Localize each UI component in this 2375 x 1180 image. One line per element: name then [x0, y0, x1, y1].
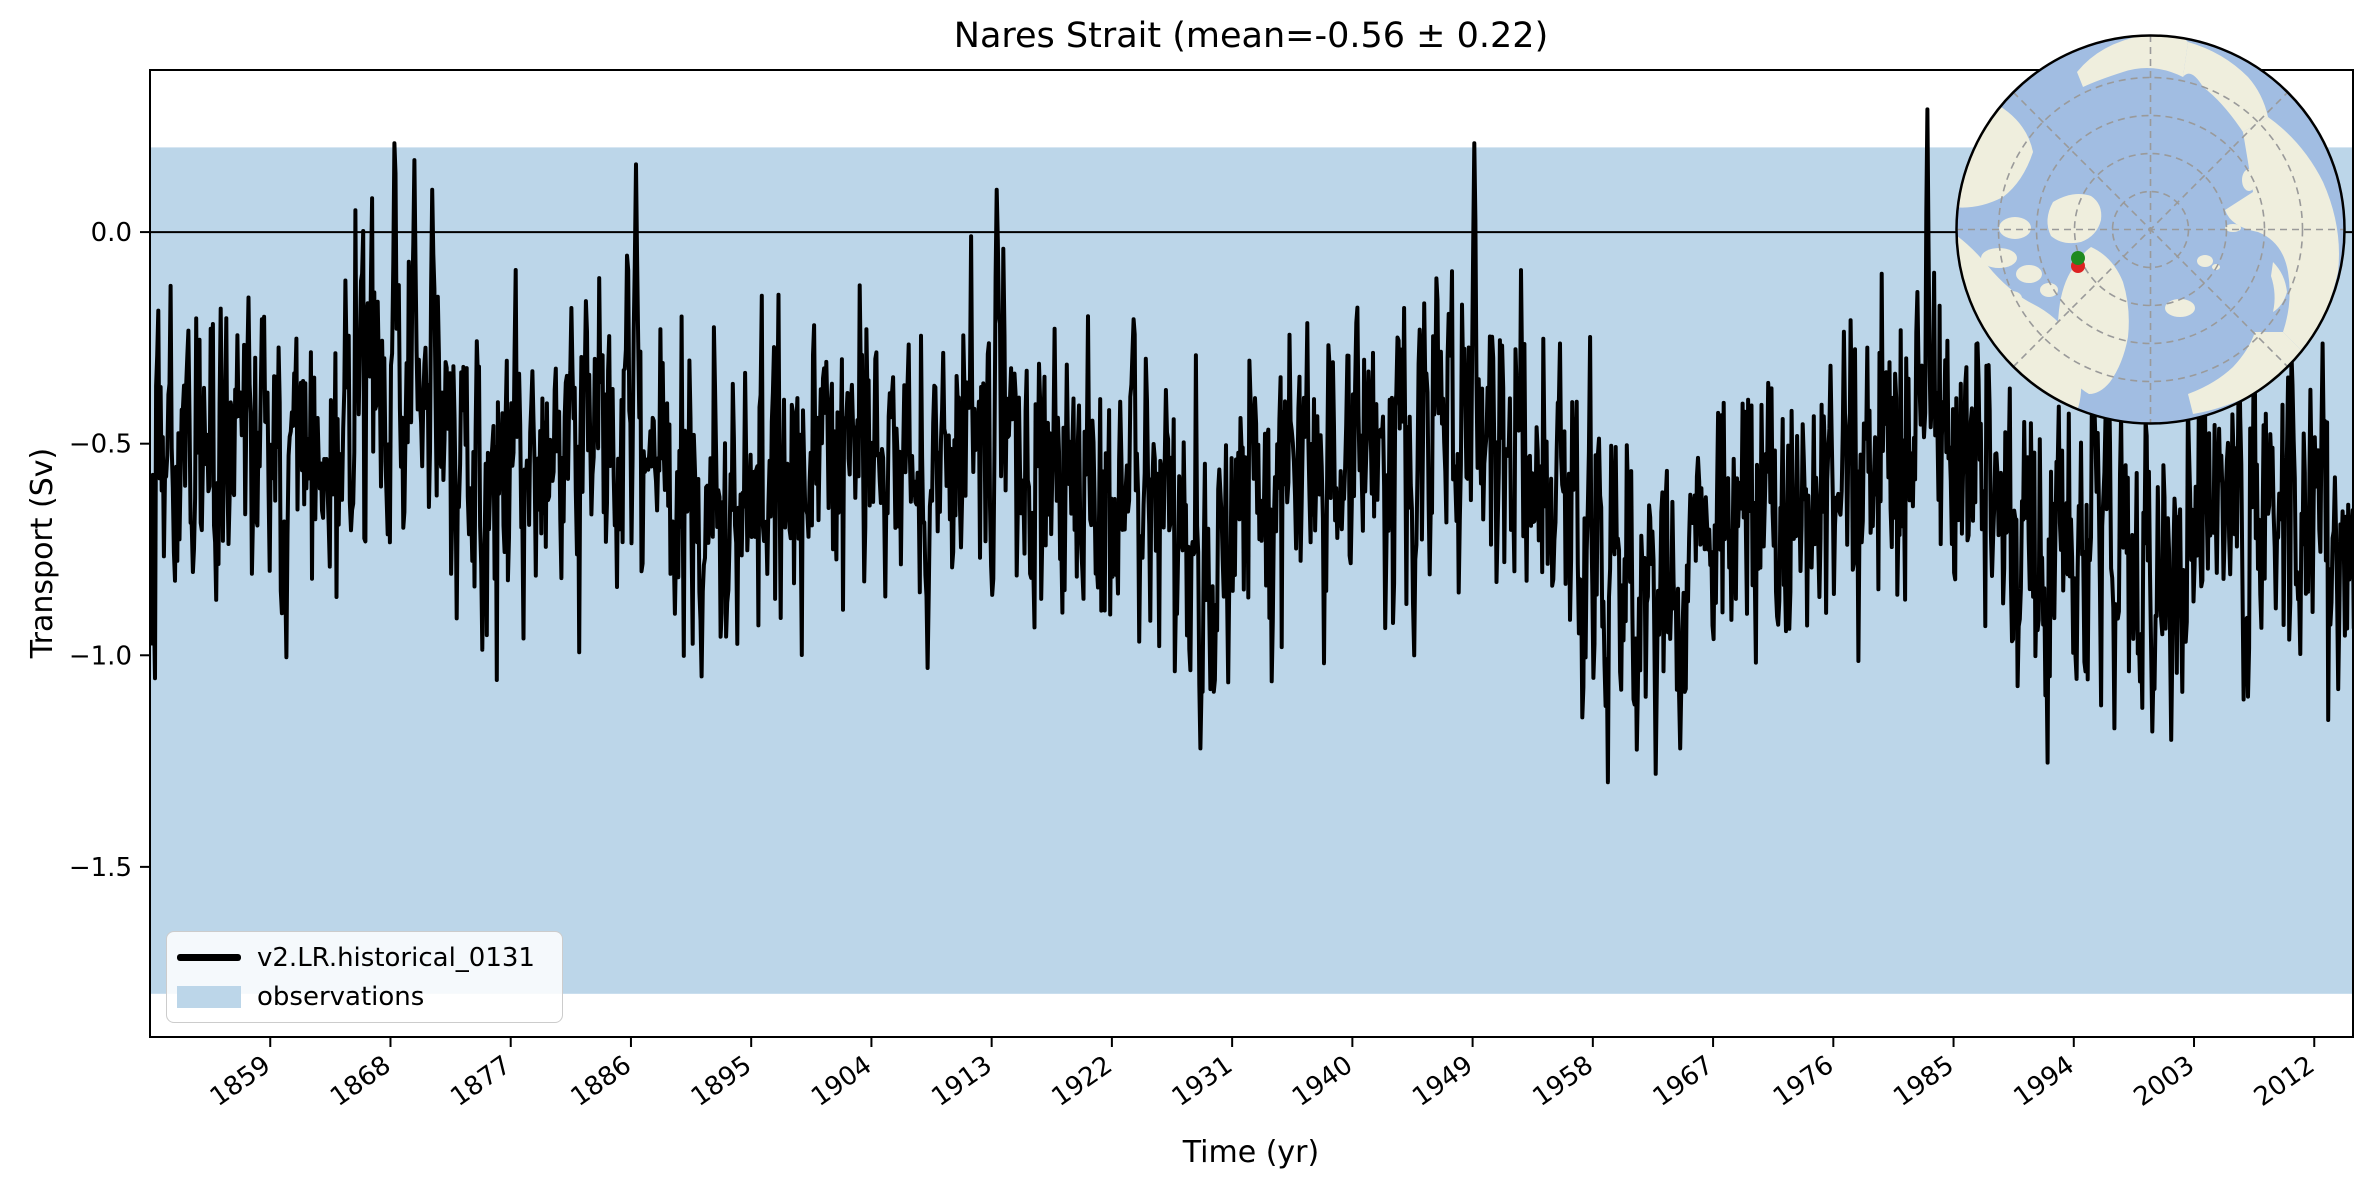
legend-item-series: v2.LR.historical_0131: [177, 942, 562, 974]
x-tick-label: 2012: [2249, 1050, 2320, 1113]
x-tick-label: 1994: [2008, 1050, 2079, 1113]
y-axis-label: Transport (Sv): [25, 448, 60, 660]
y-tick-label: −0.5: [69, 430, 132, 460]
x-tick-label: 1931: [1167, 1050, 1238, 1113]
landmass-scandinavia: [2188, 332, 2303, 414]
legend-line-swatch: [177, 954, 241, 961]
x-tick-label: 1868: [325, 1050, 396, 1113]
landmass-archipelago-island: [1978, 272, 1996, 296]
arctic-locator-map: [1955, 34, 2346, 425]
landmass-archipelago-island: [2016, 265, 2042, 283]
landmass-archipelago-island: [2040, 283, 2058, 297]
y-tick-label: −1.0: [69, 641, 132, 671]
gate-marker-green: [2071, 251, 2085, 265]
landmass-archipelago-island: [1981, 248, 2017, 268]
legend-label-observations: observations: [257, 981, 425, 1012]
y-tick-label: −1.5: [69, 853, 132, 883]
x-tick-label: 1886: [566, 1050, 637, 1113]
legend-item-observations: observations: [177, 981, 562, 1013]
x-tick-label: 1904: [806, 1050, 877, 1113]
map-graticule: [1956, 35, 2345, 424]
legend-patch-swatch: [177, 985, 241, 1008]
x-axis-label: Time (yr): [1182, 1135, 1319, 1170]
x-tick-label: 1940: [1287, 1050, 1358, 1113]
legend-label-series: v2.LR.historical_0131: [257, 942, 535, 973]
x-tick-label: 2003: [2129, 1050, 2200, 1113]
landmass-archipelago-island: [1999, 217, 2031, 239]
x-tick-label: 1922: [1046, 1050, 1117, 1113]
x-tick-label: 1958: [1527, 1050, 1598, 1113]
x-tick-label: 1859: [205, 1050, 276, 1113]
landmass-alaska-chukotka: [2077, 35, 2188, 87]
x-tick-label: 1949: [1407, 1050, 1478, 1113]
tick-marks: [140, 231, 2316, 1047]
landmass-franz-josef: [2225, 224, 2241, 232]
axes-frame: [149, 69, 2354, 1038]
landmass-greenland: [2058, 247, 2129, 394]
landmass-iceland: [2165, 299, 2195, 317]
x-tick-label: 1976: [1768, 1050, 1839, 1113]
chart-title: Nares Strait (mean=-0.56 ± 0.22): [954, 16, 1548, 56]
legend: v2.LR.historical_0131 observations: [166, 931, 563, 1023]
landmass-svalbard: [2197, 255, 2213, 267]
x-tick-label: 1877: [445, 1050, 516, 1113]
series-line-v2-lr-historical-0131: [150, 107, 2353, 785]
y-tick-label: 0.0: [91, 218, 132, 248]
x-tick-label: 1913: [926, 1050, 997, 1113]
x-tick-label: 1985: [1888, 1050, 1959, 1113]
x-tick-label: 1967: [1648, 1050, 1719, 1113]
landmass-novaya-zemlya: [2271, 262, 2287, 312]
landmass-ne-siberia: [2183, 42, 2268, 132]
landmass-severnaya-zemlya: [2242, 169, 2256, 191]
landmass-archipelago-island: [2000, 291, 2022, 305]
map-boundary-circle: [1955, 34, 2346, 425]
landmass-ellesmere: [2047, 194, 2102, 244]
x-tick-label: 1895: [686, 1050, 757, 1113]
